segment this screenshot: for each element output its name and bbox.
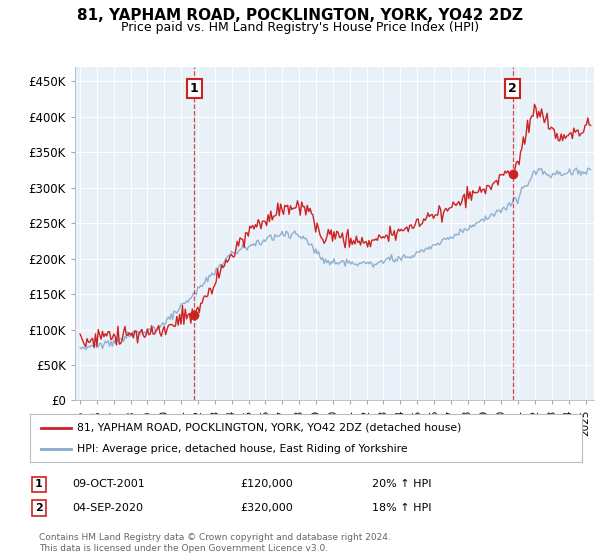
Text: 20% ↑ HPI: 20% ↑ HPI [372, 479, 431, 489]
Text: Price paid vs. HM Land Registry's House Price Index (HPI): Price paid vs. HM Land Registry's House … [121, 21, 479, 34]
Text: £320,000: £320,000 [240, 503, 293, 513]
Text: £120,000: £120,000 [240, 479, 293, 489]
Text: 2: 2 [508, 82, 517, 95]
Text: 2: 2 [35, 503, 43, 513]
Text: 1: 1 [190, 82, 199, 95]
Text: Contains HM Land Registry data © Crown copyright and database right 2024.: Contains HM Land Registry data © Crown c… [39, 533, 391, 542]
Text: 1: 1 [35, 479, 43, 489]
Text: 18% ↑ HPI: 18% ↑ HPI [372, 503, 431, 513]
Text: 81, YAPHAM ROAD, POCKLINGTON, YORK, YO42 2DZ (detached house): 81, YAPHAM ROAD, POCKLINGTON, YORK, YO42… [77, 423, 461, 433]
Text: 09-OCT-2001: 09-OCT-2001 [72, 479, 145, 489]
Text: HPI: Average price, detached house, East Riding of Yorkshire: HPI: Average price, detached house, East… [77, 444, 407, 454]
Text: 04-SEP-2020: 04-SEP-2020 [72, 503, 143, 513]
Text: 81, YAPHAM ROAD, POCKLINGTON, YORK, YO42 2DZ: 81, YAPHAM ROAD, POCKLINGTON, YORK, YO42… [77, 8, 523, 24]
Text: This data is licensed under the Open Government Licence v3.0.: This data is licensed under the Open Gov… [39, 544, 328, 553]
